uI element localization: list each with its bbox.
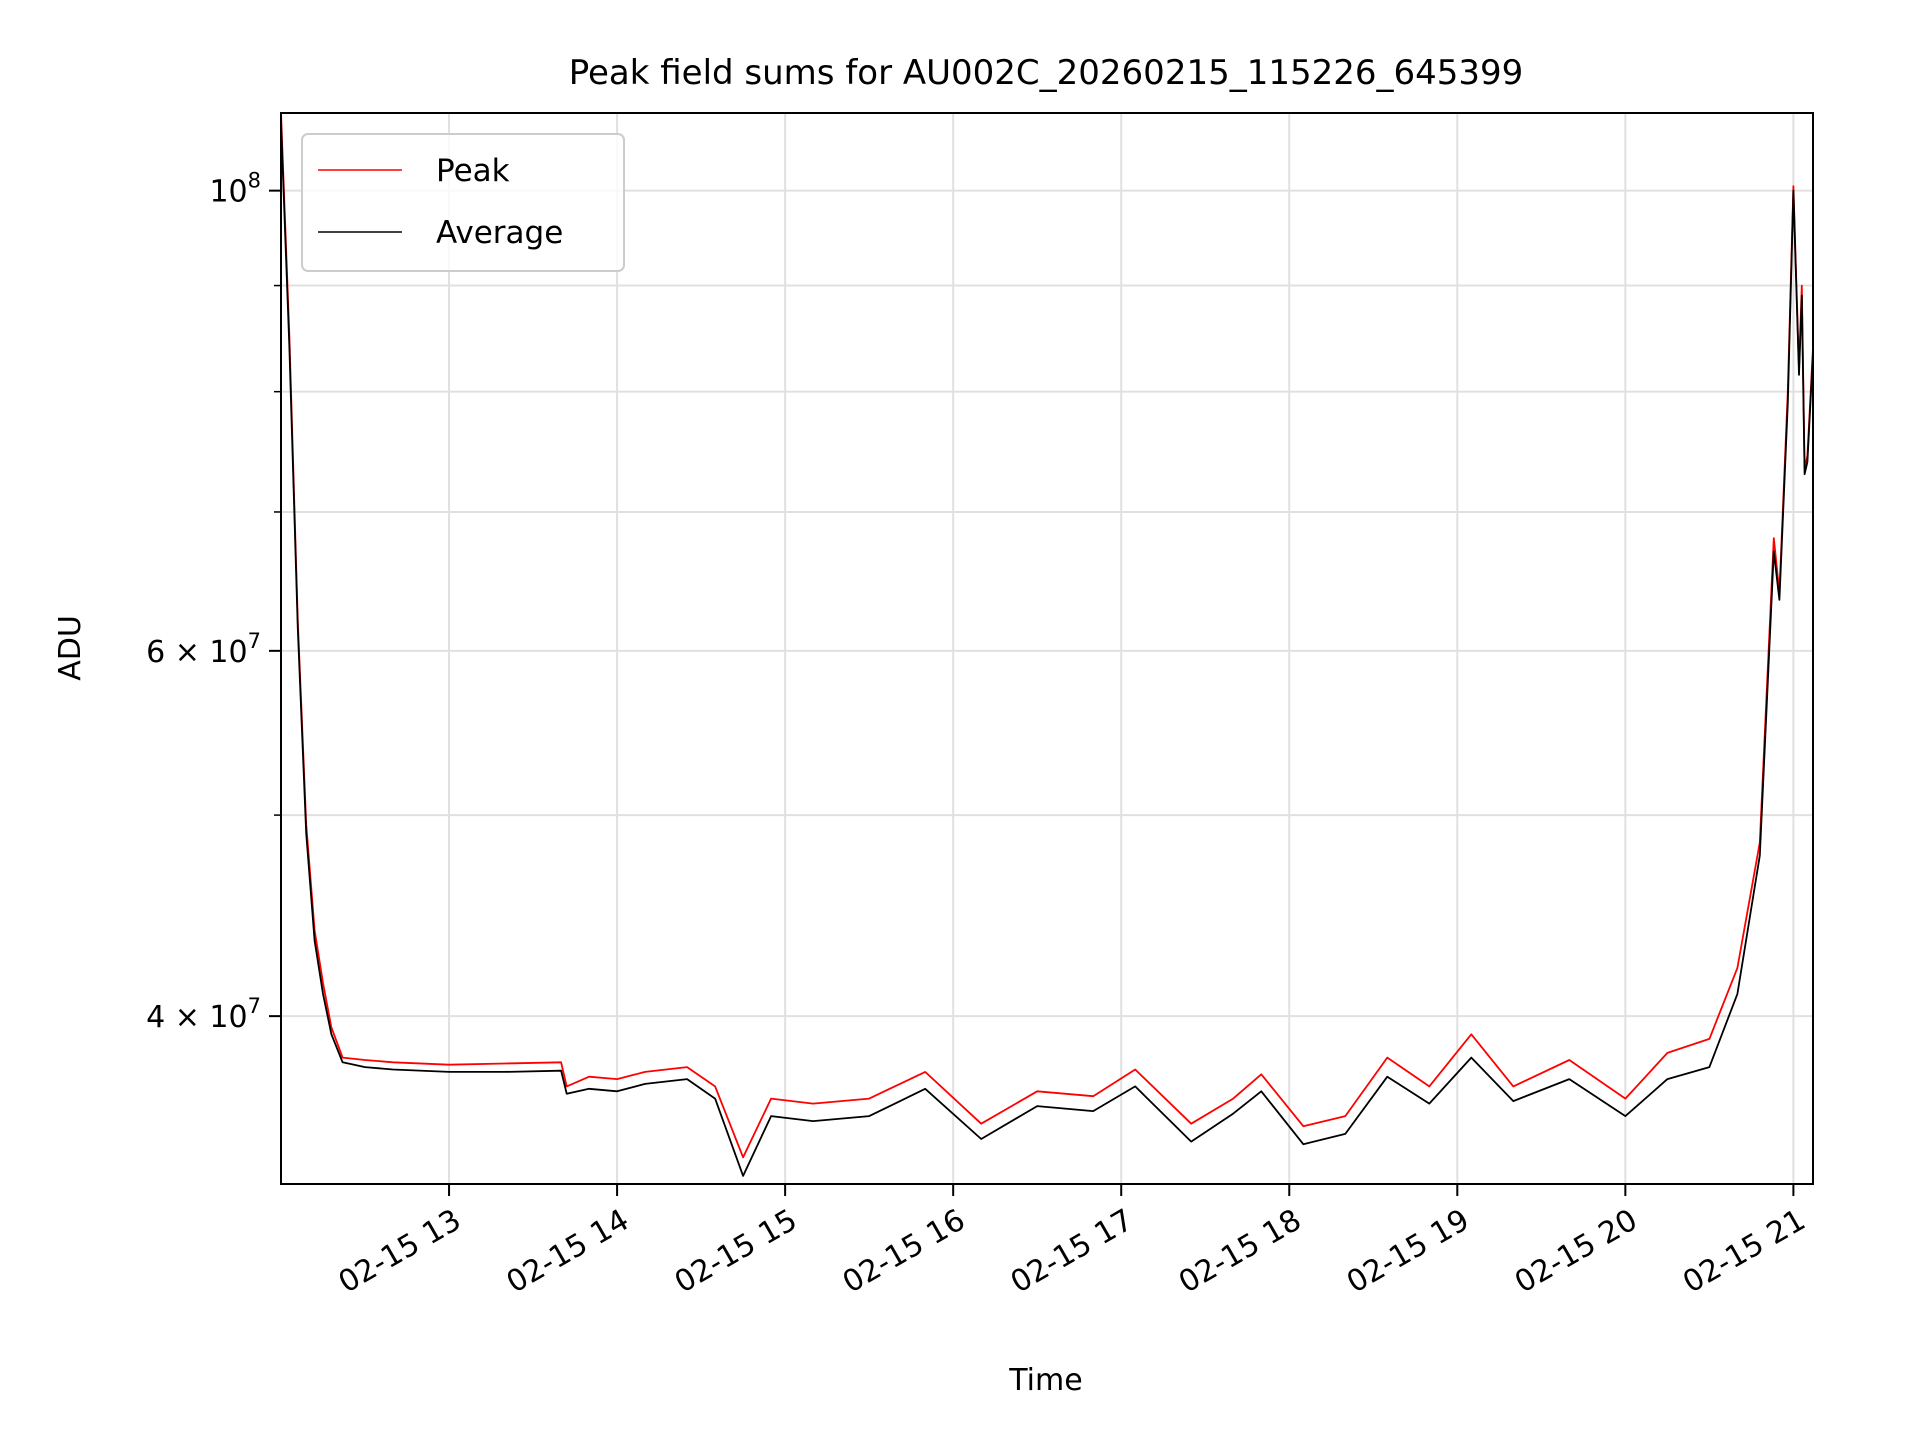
legend-peak-label: Peak [436,153,510,189]
y-tick-label-exponent: 8 [248,169,261,193]
legend: Peak Average [301,133,625,272]
legend-box [301,133,625,272]
y-tick-label: 6 × 107 [146,629,261,670]
y-axis-label: ADU [53,615,88,681]
y-tick-label: 108 [209,169,261,210]
plot-area-frame [280,112,1814,1185]
series-line-average [281,121,1813,1177]
chart-title: Peak field sums for AU002C_20260215_1152… [569,53,1524,93]
legend-average-label: Average [436,215,563,251]
grid-lines [281,113,1813,1184]
series-lines [281,113,1813,1177]
y-tick-label-exponent: 7 [248,994,261,1018]
y-tick-label-exponent: 7 [248,629,261,653]
y-tick-label-base: 4 × 10 [146,1000,247,1035]
y-tick-label-base: 10 [209,175,247,210]
y-tick-label: 4 × 107 [146,994,261,1035]
x-axis-label: Time [1008,1363,1082,1398]
y-tick-label-base: 6 × 10 [146,635,247,670]
